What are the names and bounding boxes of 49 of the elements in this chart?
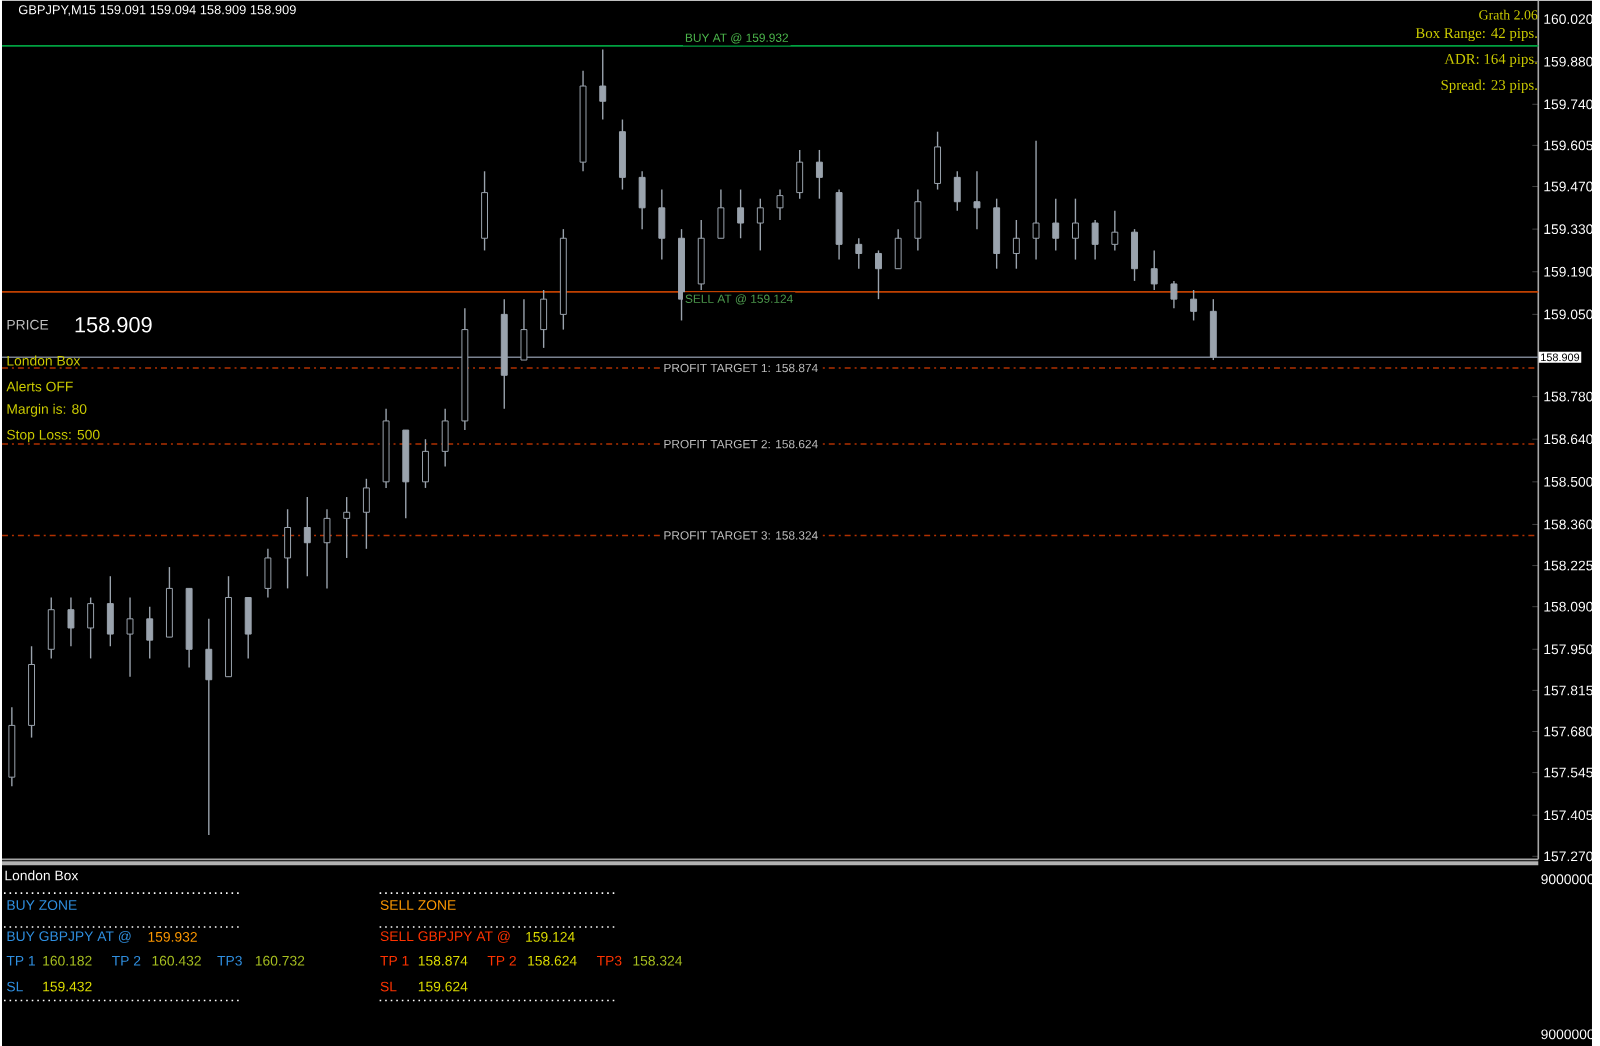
candlestick (1150, 249, 1158, 291)
candlestick (1012, 219, 1020, 270)
candlestick (953, 170, 961, 212)
candlestick (894, 228, 902, 270)
candlestick (737, 188, 745, 239)
candlestick (756, 197, 764, 252)
candlestick (993, 197, 1001, 270)
candlestick (441, 407, 449, 468)
candlestick (855, 237, 863, 270)
candlestick (1170, 280, 1178, 309)
candlestick (1071, 197, 1079, 261)
candlestick (638, 170, 646, 230)
candlestick (1091, 219, 1099, 261)
candlestick (106, 575, 114, 647)
candlestick (973, 170, 981, 230)
candlestick (520, 298, 528, 361)
candlestick (1032, 140, 1040, 261)
candlestick (244, 596, 252, 660)
candlestick (717, 188, 725, 239)
candlestick (146, 605, 154, 660)
candlestick (618, 118, 626, 191)
candlestick (1131, 228, 1138, 282)
candlestick (481, 170, 489, 252)
candlestick (796, 149, 804, 200)
candlestick (1052, 197, 1060, 252)
candlestick (1190, 289, 1198, 322)
candlestick (362, 477, 370, 550)
candlestick (67, 596, 75, 647)
candlestick (87, 596, 95, 660)
candlestick (126, 596, 134, 678)
candlestick (284, 508, 292, 589)
candlestick (815, 149, 823, 200)
candlestick (540, 289, 548, 349)
candlestick (934, 130, 942, 191)
candlestick (776, 188, 784, 221)
candlestick (1209, 298, 1217, 361)
candlestick (422, 438, 429, 489)
candlestick (875, 249, 882, 300)
annotation: 158.909 (75, 316, 152, 333)
candlestick (47, 596, 55, 660)
candlestick (1111, 210, 1119, 252)
candlestick (914, 188, 922, 252)
candlestick (323, 508, 331, 589)
candlestick (599, 48, 607, 121)
candlestick (205, 618, 213, 836)
candlestick (658, 188, 666, 261)
candlestick (264, 548, 272, 599)
candlestick (343, 496, 351, 559)
candlestick (303, 496, 311, 577)
